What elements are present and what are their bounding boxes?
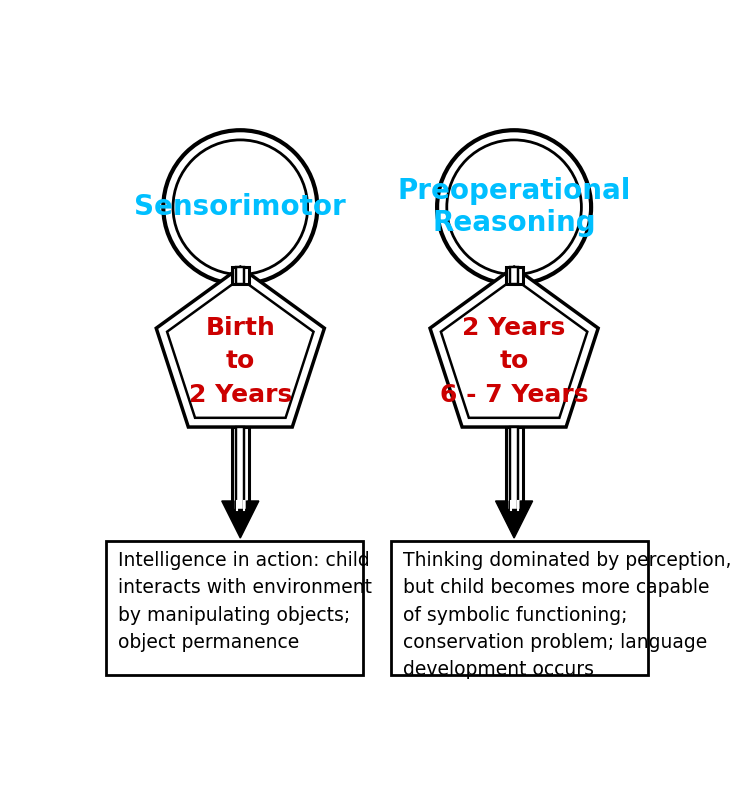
Bar [106, 541, 363, 675]
Polygon shape [156, 267, 325, 427]
Polygon shape [495, 501, 533, 538]
Text: Intelligence in action: child
interacts with environment
by manipulating objects: Intelligence in action: child interacts … [118, 551, 372, 652]
Circle shape [437, 130, 591, 284]
Polygon shape [430, 267, 598, 427]
Text: Thinking dominated by perception,
but child becomes more capable
of symbolic fun: Thinking dominated by perception, but ch… [403, 551, 732, 679]
Bar [232, 427, 249, 510]
Bar [392, 541, 648, 675]
Bar [232, 267, 249, 284]
Bar [510, 267, 518, 284]
Bar [510, 427, 518, 510]
Polygon shape [222, 501, 259, 538]
Text: Sensorimotor: Sensorimotor [135, 194, 346, 222]
Bar [236, 427, 244, 510]
Text: Preoperational
Reasoning: Preoperational Reasoning [397, 177, 631, 238]
Bar [506, 427, 523, 510]
Polygon shape [167, 278, 314, 418]
Bar [506, 267, 523, 284]
Circle shape [163, 130, 317, 284]
Bar [236, 267, 244, 284]
Text: Birth
to
2 Years: Birth to 2 Years [188, 316, 292, 406]
Text: 2 Years
to
6 - 7 Years: 2 Years to 6 - 7 Years [440, 316, 588, 406]
Polygon shape [441, 278, 587, 418]
